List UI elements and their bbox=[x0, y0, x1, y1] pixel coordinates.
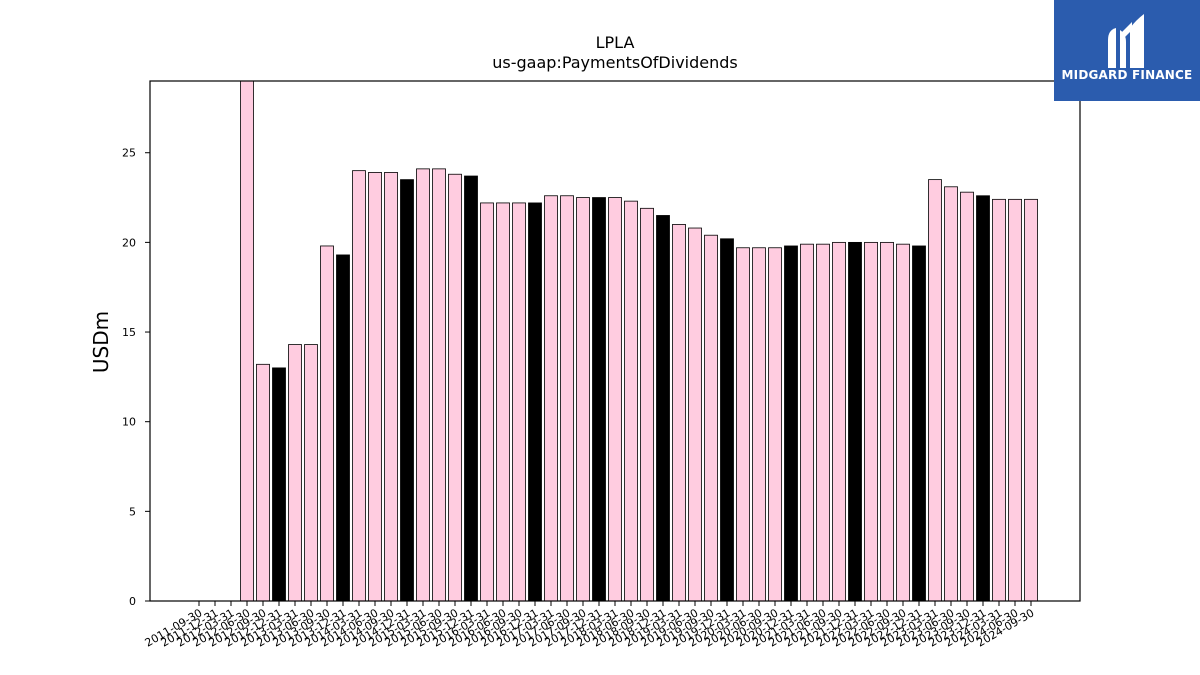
y-tick-label: 5 bbox=[129, 505, 136, 518]
x-axis-ticks: 2011-09-302011-12-312012-03-312012-06-30… bbox=[143, 601, 1037, 650]
bar-2014-09-30 bbox=[384, 172, 398, 602]
bar-2018-06-30 bbox=[624, 200, 638, 602]
bar-2013-03-31 bbox=[288, 344, 302, 602]
bar-2022-03-31 bbox=[864, 241, 878, 602]
bar-2019-03-31 bbox=[672, 224, 686, 602]
bar-2013-12-31 bbox=[336, 254, 350, 602]
bar-2019-09-30 bbox=[704, 234, 718, 602]
bar-2020-09-30 bbox=[768, 247, 782, 602]
y-axis-ticks: 0 5 10 15 20 25 bbox=[122, 147, 150, 608]
bar-2017-12-31 bbox=[592, 197, 606, 602]
bar-2016-03-31 bbox=[480, 202, 494, 602]
y-tick-label: 20 bbox=[122, 236, 136, 249]
bar-2019-06-30 bbox=[688, 227, 702, 602]
logo-text: MIDGARD FINANCE bbox=[1061, 68, 1193, 82]
y-tick-label: 15 bbox=[122, 326, 136, 339]
bar-2022-06-30 bbox=[880, 241, 894, 602]
bar-2016-12-31 bbox=[528, 202, 542, 602]
brand-logo: MIDGARD FINANCE bbox=[1054, 0, 1200, 101]
bar-2015-12-31 bbox=[464, 175, 478, 602]
bar-2017-06-30 bbox=[560, 195, 574, 602]
bar-2017-09-30 bbox=[576, 197, 590, 602]
bar-2014-12-31 bbox=[400, 179, 414, 602]
chart-subtitle: us-gaap:PaymentsOfDividends bbox=[492, 53, 737, 72]
bar-2024-09-30 bbox=[1024, 198, 1038, 602]
y-axis-label: USDm bbox=[89, 311, 113, 373]
bar-2012-12-31 bbox=[272, 367, 286, 602]
bar-2022-12-31 bbox=[912, 245, 926, 602]
bar-2013-09-30 bbox=[320, 245, 334, 602]
bar-2023-09-30 bbox=[960, 191, 974, 602]
bar-2015-06-30 bbox=[432, 168, 446, 602]
bar-2018-09-30 bbox=[640, 207, 654, 602]
chart-title: LPLA bbox=[596, 33, 635, 52]
bar-2021-06-30 bbox=[816, 243, 830, 602]
bar-2022-09-30 bbox=[896, 243, 910, 602]
bar-2016-09-30 bbox=[512, 202, 526, 602]
logo-mark-icon bbox=[1108, 14, 1144, 68]
bar-2020-03-31 bbox=[736, 247, 750, 602]
bar-2014-03-31 bbox=[352, 170, 366, 602]
bar-2015-09-30 bbox=[448, 173, 462, 602]
y-tick-label: 10 bbox=[122, 416, 136, 429]
bar-2024-06-30 bbox=[1008, 198, 1022, 602]
bar-2020-12-31 bbox=[784, 245, 798, 602]
bar-2023-06-30 bbox=[944, 186, 958, 602]
bar-2019-12-31 bbox=[720, 238, 734, 602]
bar-2024-03-31 bbox=[992, 198, 1006, 602]
bar-2016-06-30 bbox=[496, 202, 510, 602]
bars-group bbox=[240, 80, 1038, 602]
bar-2014-06-30 bbox=[368, 172, 382, 602]
y-tick-label: 25 bbox=[122, 147, 136, 160]
y-tick-label: 0 bbox=[129, 595, 136, 608]
bar-2021-09-30 bbox=[832, 241, 846, 602]
bar-2015-03-31 bbox=[416, 168, 430, 602]
bar-2023-03-31 bbox=[928, 179, 942, 602]
bar-2021-03-31 bbox=[800, 243, 814, 602]
bar-2021-12-31 bbox=[848, 241, 862, 602]
bar-2018-03-31 bbox=[608, 197, 622, 602]
bar-2012-09-30 bbox=[256, 363, 270, 602]
bar-2013-06-30 bbox=[304, 344, 318, 602]
bar-2020-06-30 bbox=[752, 247, 766, 602]
bar-2017-03-31 bbox=[544, 195, 558, 602]
bar-2018-12-31 bbox=[656, 215, 670, 602]
bar-2023-12-31 bbox=[976, 195, 990, 602]
plot-frame bbox=[149, 80, 1081, 602]
bar-2012-06-30 bbox=[240, 80, 254, 602]
